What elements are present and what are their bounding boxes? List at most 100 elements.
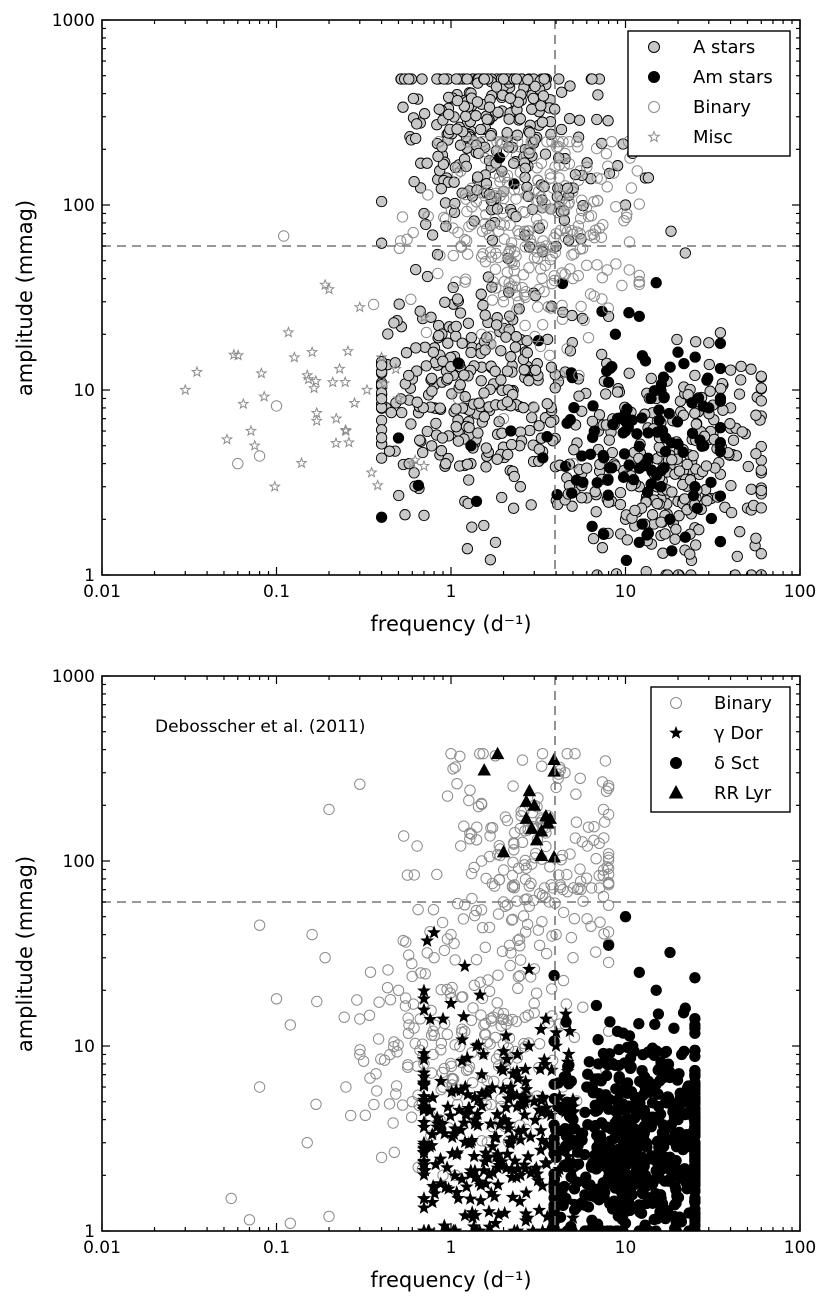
- point-a-stars: [433, 329, 445, 342]
- point-a-stars: [623, 367, 635, 379]
- point-a-stars: [503, 113, 515, 125]
- point-binary: [310, 1098, 322, 1111]
- point-delta-sct: [646, 1197, 659, 1209]
- point-binary: [351, 994, 363, 1006]
- point-a-stars: [750, 532, 762, 544]
- point-delta-sct: [633, 966, 645, 979]
- point-binary: [538, 882, 551, 894]
- point-misc: [378, 377, 391, 389]
- point-binary: [516, 836, 529, 848]
- point-delta-sct: [566, 1225, 578, 1231]
- point-binary: [447, 1072, 459, 1085]
- point-binary: [588, 196, 600, 208]
- point-a-stars: [449, 197, 461, 210]
- x-tick-label: 0.1: [263, 1238, 290, 1258]
- y-tick-label: 100: [63, 852, 95, 872]
- point-a-stars: [389, 357, 401, 369]
- point-binary: [405, 1111, 418, 1123]
- point-binary: [560, 998, 572, 1010]
- point-binary: [411, 1060, 424, 1073]
- point-binary: [470, 196, 483, 208]
- legend-marker-a-stars: [648, 41, 660, 53]
- point-misc: [220, 433, 234, 445]
- point-misc: [244, 424, 258, 437]
- point-binary: [490, 187, 502, 200]
- point-binary: [416, 1038, 429, 1050]
- point-binary: [584, 288, 597, 300]
- point-binary: [483, 985, 496, 997]
- point-delta-sct: [689, 1065, 701, 1077]
- point-gamma-dor: [515, 1090, 530, 1105]
- point-a-stars: [679, 247, 691, 259]
- point-misc: [360, 383, 374, 396]
- point-binary: [392, 1039, 404, 1051]
- point-a-stars: [408, 175, 420, 188]
- point-binary: [492, 908, 505, 920]
- point-binary: [253, 1081, 266, 1093]
- point-binary: [427, 1048, 439, 1061]
- point-misc: [319, 278, 332, 291]
- point-binary: [489, 263, 502, 275]
- point-a-stars: [484, 554, 497, 566]
- point-delta-sct: [590, 999, 603, 1012]
- point-binary: [532, 220, 544, 232]
- point-a-stars: [690, 539, 702, 551]
- point-binary: [546, 250, 558, 262]
- point-a-stars: [621, 534, 633, 546]
- point-binary: [633, 198, 645, 210]
- point-a-stars: [505, 438, 518, 451]
- point-gamma-dor: [433, 1122, 448, 1136]
- point-binary: [468, 861, 480, 874]
- point-delta-sct: [669, 1199, 681, 1211]
- point-binary: [501, 316, 513, 328]
- point-delta-sct: [648, 1213, 660, 1226]
- point-am-stars: [664, 361, 676, 373]
- point-binary: [564, 848, 576, 860]
- point-delta-sct: [689, 1195, 701, 1207]
- point-binary: [521, 189, 533, 202]
- point-binary: [574, 863, 586, 875]
- point-binary: [458, 820, 470, 832]
- point-binary: [574, 875, 587, 888]
- point-binary: [521, 229, 534, 241]
- point-binary: [357, 1055, 370, 1067]
- point-gamma-dor: [436, 1011, 450, 1025]
- point-a-stars: [510, 73, 523, 85]
- point-gamma-dor: [417, 1145, 431, 1159]
- point-binary: [441, 790, 454, 802]
- point-a-stars: [472, 171, 484, 183]
- point-a-stars: [539, 148, 552, 160]
- point-binary: [465, 867, 478, 880]
- point-a-stars: [375, 195, 388, 208]
- point-a-stars: [479, 309, 491, 321]
- point-binary: [501, 169, 514, 182]
- point-binary: [421, 947, 433, 959]
- point-gamma-dor: [427, 925, 442, 939]
- point-delta-sct: [679, 1090, 691, 1102]
- point-binary: [556, 849, 569, 862]
- point-gamma-dor: [530, 1166, 545, 1180]
- point-delta-sct: [602, 1059, 614, 1071]
- point-binary: [403, 949, 415, 961]
- point-binary: [243, 1214, 256, 1226]
- point-binary: [501, 899, 514, 911]
- point-a-stars: [724, 418, 736, 430]
- point-misc: [295, 456, 308, 469]
- point-binary: [567, 952, 579, 964]
- point-am-stars: [636, 412, 648, 424]
- point-a-stars: [500, 331, 512, 343]
- point-am-stars: [602, 376, 615, 388]
- point-a-stars: [646, 509, 659, 521]
- panel-2: 0.01 0.1 1 10 100 1 10 100 1000 frequenc…: [13, 667, 816, 1292]
- point-misc: [371, 478, 384, 491]
- point-rr-lyr: [519, 811, 534, 824]
- point-gamma-dor: [525, 1223, 540, 1231]
- point-a-stars: [523, 147, 535, 159]
- point-am-stars: [691, 502, 703, 514]
- point-a-stars: [592, 89, 604, 101]
- point-binary: [354, 778, 366, 790]
- point-a-stars: [375, 432, 388, 444]
- point-binary: [502, 248, 514, 260]
- point-binary: [601, 181, 613, 193]
- point-binary: [520, 926, 532, 938]
